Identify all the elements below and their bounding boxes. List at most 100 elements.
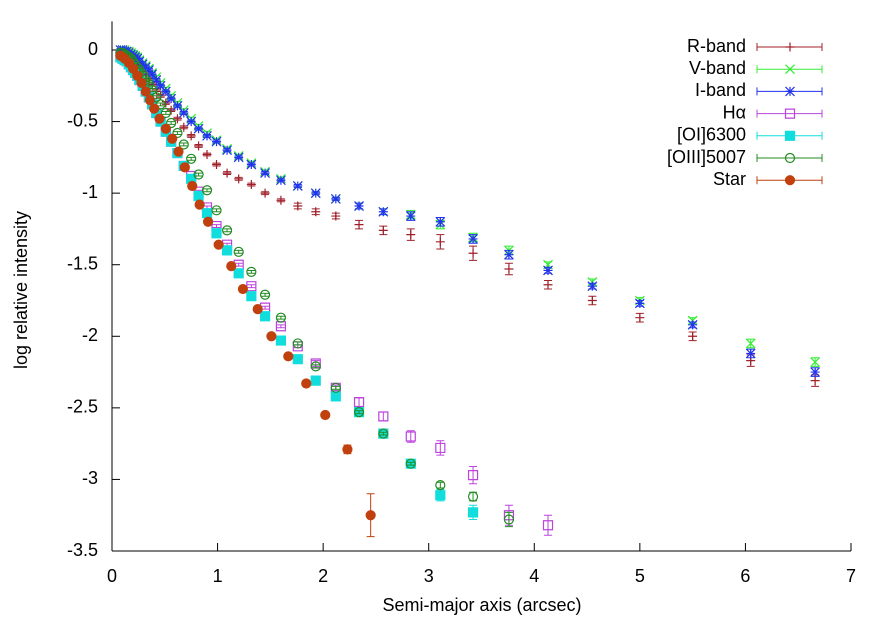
data-point	[160, 86, 171, 97]
legend-label: V-band	[689, 58, 746, 78]
legend-label: [OIII]5007	[667, 147, 746, 167]
data-point	[187, 180, 198, 192]
error-bar	[187, 156, 196, 161]
error-bar	[331, 385, 340, 390]
data-point	[151, 75, 162, 85]
data-point	[237, 283, 249, 295]
error-bar	[173, 131, 182, 135]
data-point	[167, 133, 178, 144]
error-bar	[544, 514, 553, 536]
error-bar	[276, 315, 285, 320]
data-point	[468, 248, 478, 258]
data-point	[467, 470, 479, 481]
data-point	[275, 312, 287, 323]
error-bar	[276, 324, 285, 329]
data-point	[211, 205, 222, 216]
data-point	[259, 289, 271, 300]
error-bar	[161, 111, 170, 115]
data-point	[543, 280, 553, 290]
data-point	[354, 201, 364, 211]
y-tick-label: -1.5	[67, 253, 98, 273]
legend-marker	[785, 64, 795, 75]
data-point	[179, 162, 190, 173]
data-point	[587, 296, 597, 305]
data-point	[292, 354, 303, 365]
data-point	[542, 520, 554, 531]
data-point	[226, 261, 237, 272]
y-tick-label: -3.5	[67, 540, 98, 560]
error-bar	[406, 461, 415, 466]
data-point	[234, 174, 244, 184]
data-point	[193, 123, 204, 134]
data-point	[342, 444, 353, 455]
y-tick-label: -0.5	[67, 110, 98, 130]
data-point	[635, 313, 645, 323]
data-point	[178, 108, 189, 118]
data-point	[435, 480, 446, 491]
data-point	[310, 361, 321, 372]
error-bar	[223, 228, 232, 233]
data-point	[378, 411, 389, 422]
error-bar	[167, 121, 176, 125]
data-point	[149, 103, 160, 114]
error-bar	[247, 284, 256, 289]
data-point	[186, 131, 196, 141]
x-tick-label: 1	[213, 566, 223, 586]
error-bar	[179, 142, 188, 147]
data-point	[160, 123, 171, 134]
data-point	[221, 225, 233, 236]
data-point	[435, 442, 446, 454]
data-point	[330, 382, 341, 393]
legend-marker	[785, 86, 795, 97]
data-point	[194, 199, 205, 210]
data-point	[405, 211, 416, 221]
data-point	[688, 331, 698, 341]
data-point	[283, 351, 294, 362]
error-bar	[261, 292, 270, 297]
data-point	[213, 239, 224, 250]
error-bar	[406, 430, 415, 443]
data-point	[330, 391, 341, 402]
error-bar	[436, 481, 445, 489]
legend-marker	[784, 152, 796, 164]
legend-label: I-band	[695, 80, 746, 100]
data-point	[311, 207, 321, 217]
data-point	[246, 291, 257, 302]
data-point	[222, 168, 232, 178]
data-point	[405, 458, 416, 469]
data-point	[212, 160, 222, 170]
data-point	[194, 141, 204, 151]
data-point	[128, 63, 139, 74]
legend-sample	[756, 154, 823, 162]
data-point	[179, 122, 189, 132]
error-bar	[469, 491, 478, 502]
data-point	[246, 266, 257, 277]
data-point	[173, 146, 184, 157]
data-point	[201, 208, 213, 219]
data-point	[810, 357, 821, 367]
data-point	[193, 190, 204, 202]
y-tick-label: 0	[88, 39, 98, 59]
legend-label: R-band	[687, 36, 746, 56]
error-bar	[212, 208, 221, 213]
data-point	[292, 338, 303, 349]
x-tick-label: 0	[107, 566, 117, 586]
legend-marker	[785, 42, 795, 52]
data-point	[186, 153, 197, 164]
data-point	[810, 367, 821, 377]
data-point	[211, 228, 222, 239]
y-tick-label: -3	[82, 468, 98, 488]
data-point	[687, 319, 698, 330]
x-tick-label: 4	[529, 566, 539, 586]
data-point	[221, 245, 233, 256]
data-point	[233, 268, 244, 279]
error-bar	[234, 249, 243, 254]
error-bar	[203, 188, 212, 193]
data-point	[252, 304, 263, 315]
x-tick-label: 3	[424, 566, 434, 586]
data-point	[186, 116, 197, 127]
data-point	[504, 249, 514, 260]
data-point	[810, 376, 820, 386]
data-point	[745, 338, 756, 349]
